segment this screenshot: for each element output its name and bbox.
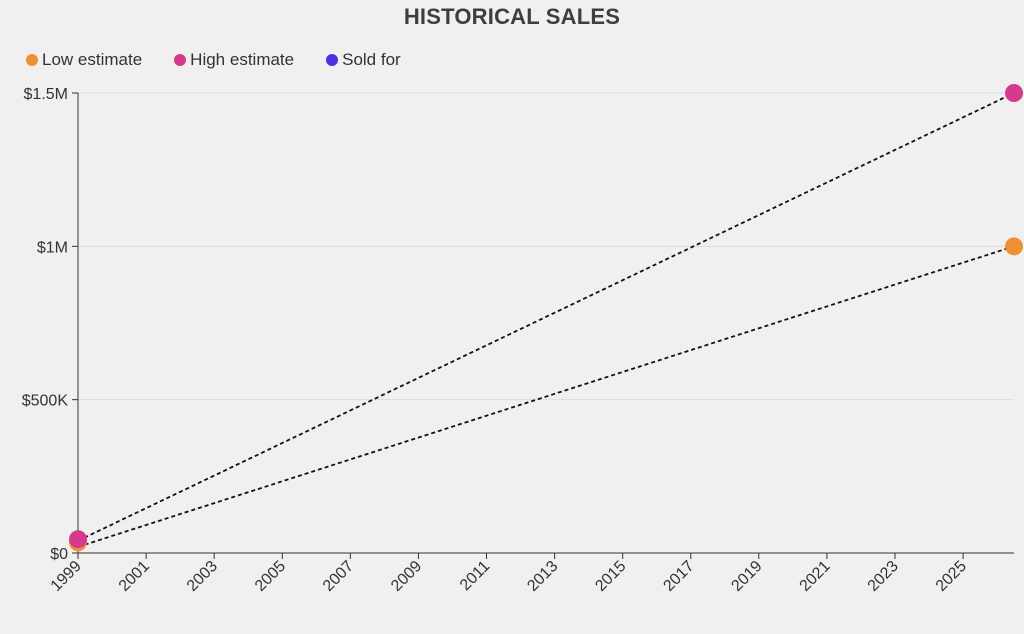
legend-label-high-estimate: High estimate — [190, 50, 295, 69]
x-tick-label: 2011 — [457, 558, 493, 594]
grid-layer — [78, 92, 1014, 401]
x-tick-label: 2003 — [184, 558, 221, 595]
legend-label-low-estimate: Low estimate — [42, 50, 143, 69]
legend-item-low-estimate[interactable]: Low estimate — [26, 50, 142, 70]
y-tick-label: $1M — [37, 239, 68, 256]
x-tick-label: 2017 — [660, 558, 697, 595]
trend-layer — [77, 92, 1015, 548]
x-tick-label: 1999 — [48, 558, 85, 595]
chart-legend: Low estimate High estimate Sold for — [26, 50, 433, 70]
x-tick-label: 2023 — [865, 558, 902, 595]
legend-item-high-estimate[interactable]: High estimate — [174, 50, 294, 70]
trend-line — [77, 245, 1015, 548]
x-tick-label: 2001 — [116, 558, 153, 595]
legend-item-sold-for[interactable]: Sold for — [326, 50, 401, 70]
legend-label-sold-for: Sold for — [342, 50, 401, 69]
y-tick-label: $0 — [50, 546, 68, 563]
x-tick-label: 2019 — [728, 558, 765, 595]
x-tick-label: 2005 — [252, 558, 289, 595]
legend-marker-low-estimate — [26, 54, 38, 66]
trend-line — [77, 92, 1015, 542]
points-layer — [69, 84, 1023, 552]
legend-marker-sold-for — [326, 54, 339, 66]
legend-marker-high-estimate — [174, 54, 187, 66]
data-point-low-estimate — [1005, 237, 1023, 256]
data-point-high-estimate — [1005, 84, 1023, 102]
y-tick-label: $500K — [22, 393, 69, 410]
x-tick-label: 2009 — [388, 558, 425, 595]
x-tick-label: 2007 — [320, 558, 357, 595]
chart-title: HISTORICAL SALES — [403, 4, 621, 29]
x-tick-label: 2013 — [524, 558, 561, 595]
axis-layer — [72, 92, 1014, 559]
x-tick-label: 2025 — [933, 558, 970, 595]
x-tick-label: 2021 — [797, 558, 834, 595]
x-tick-label: 2015 — [592, 558, 629, 595]
y-tick-label: $1.5M — [24, 86, 68, 103]
data-point-high-estimate — [69, 530, 87, 549]
